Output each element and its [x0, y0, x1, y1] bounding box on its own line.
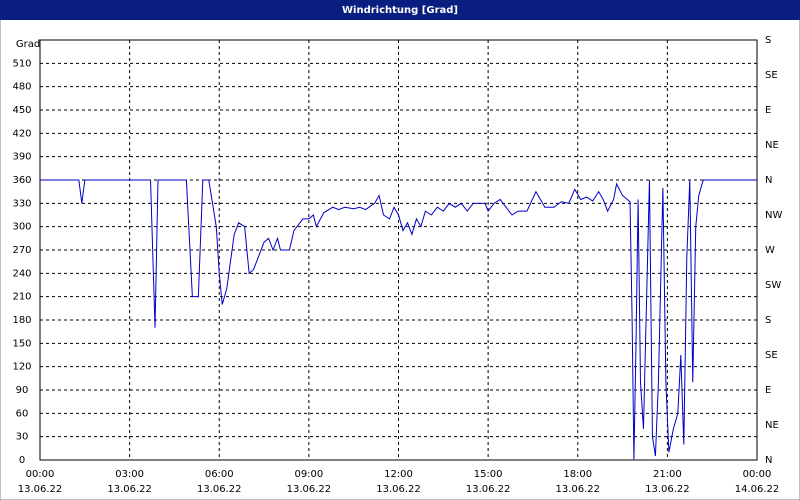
y2-tick-label: S: [765, 315, 771, 326]
y-tick-label: 150: [12, 338, 31, 349]
y2-tick-label: SE: [765, 70, 778, 81]
x-tick-label: 03:00: [115, 469, 144, 480]
title-bar: [0, 0, 800, 20]
x-tick-date: 13.06.22: [287, 484, 332, 495]
y-tick-label: 270: [12, 245, 31, 256]
x-tick-label: 06:00: [205, 469, 234, 480]
y2-tick-label: NE: [765, 140, 779, 151]
y2-tick-label: SE: [765, 350, 778, 361]
y-tick-label: 390: [12, 152, 31, 163]
y2-tick-label: N: [765, 175, 772, 186]
x-tick-date: 13.06.22: [376, 484, 421, 495]
y-tick-label: 510: [12, 58, 31, 69]
data-line: [40, 179, 757, 461]
x-tick-date: 13.06.22: [197, 484, 242, 495]
y-tick-label: 90: [16, 385, 29, 396]
y2-tick-label: SW: [765, 280, 781, 291]
y2-tick-label: NE: [765, 420, 779, 431]
y2-tick-label: NW: [765, 210, 782, 221]
x-tick-label: 21:00: [653, 469, 682, 480]
y-tick-label: 60: [16, 408, 29, 419]
x-tick-date: 13.06.22: [555, 484, 600, 495]
y2-tick-label: N: [765, 455, 772, 466]
x-tick-date: 13.06.22: [107, 484, 152, 495]
chart-title: Windrichtung [Grad]: [342, 5, 458, 16]
y2-tick-label: E: [765, 105, 771, 116]
x-tick-date: 14.06.22: [735, 484, 780, 495]
x-tick-label: 12:00: [384, 469, 413, 480]
x-tick-date: 13.06.22: [18, 484, 63, 495]
y-tick-label: 120: [12, 362, 31, 373]
y-tick-label: 330: [12, 198, 31, 209]
y-tick-label: 0: [19, 455, 25, 466]
x-tick-label: 00:00: [26, 469, 55, 480]
y-tick-label: 450: [12, 105, 31, 116]
x-tick-label: 09:00: [294, 469, 323, 480]
x-tick-date: 13.06.22: [466, 484, 511, 495]
y-tick-label: 210: [12, 292, 31, 303]
y-tick-label: 300: [12, 222, 31, 233]
y2-tick-label: E: [765, 385, 771, 396]
y2-tick-label: S: [765, 35, 771, 46]
y-tick-label: 360: [12, 175, 31, 186]
y-tick-label: 240: [12, 268, 31, 279]
y-tick-label: 480: [12, 82, 31, 93]
x-tick-label: 15:00: [474, 469, 503, 480]
x-tick-label: 18:00: [563, 469, 592, 480]
y-axis-label: Grad: [16, 39, 40, 50]
x-tick-label: 00:00: [743, 469, 772, 480]
y-tick-label: 30: [16, 432, 29, 443]
y2-tick-label: W: [765, 245, 775, 256]
y-tick-label: 180: [12, 315, 31, 326]
x-tick-date: 13.06.22: [645, 484, 690, 495]
y-tick-label: 420: [12, 128, 31, 139]
